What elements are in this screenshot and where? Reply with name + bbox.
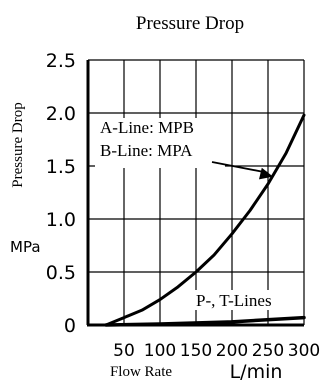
annotation-label: P-, T-Lines xyxy=(196,291,272,310)
grid xyxy=(88,59,305,325)
y-tick-label: 2.0 xyxy=(46,103,76,125)
annotation-arrow-line xyxy=(211,161,268,174)
x-tick-label: 150 xyxy=(180,341,212,361)
x-tick-label: 200 xyxy=(216,341,248,361)
x-tick-label: 50 xyxy=(113,341,135,361)
y-tick-label: 0.5 xyxy=(46,262,76,284)
annotations: A-Line: MPB B-Line: MPA P-, T-Lines xyxy=(95,118,300,310)
x-tick-label: 250 xyxy=(252,341,284,361)
x-tick-label: 100 xyxy=(144,341,176,361)
chart-title: Pressure Drop xyxy=(136,13,244,34)
annotation-label: B-Line: MPA xyxy=(100,141,193,160)
x-axis-label: Flow Rate xyxy=(110,364,172,380)
y-axis-label: Pressure Drop xyxy=(10,102,26,187)
y-tick-label: 1.0 xyxy=(46,209,76,231)
series-line-1 xyxy=(104,113,306,327)
x-axis-unit: L/min xyxy=(230,361,283,382)
y-tick-label: 2.5 xyxy=(46,50,76,72)
tick-labels: 50 100 150 200 250 300 0 0.5 1.0 1.5 2.0 2.5 xyxy=(46,50,320,361)
y-axis-unit: MPa xyxy=(10,238,41,256)
axes xyxy=(86,60,304,327)
annotation-background xyxy=(95,118,225,168)
y-tick-label: 1.5 xyxy=(46,156,76,178)
annotation-label: A-Line: MPB xyxy=(100,118,194,137)
y-tick-label: 0 xyxy=(64,315,76,337)
annotation-arrow-head xyxy=(259,167,274,180)
x-tick-label: 300 xyxy=(288,341,320,361)
annotation-background xyxy=(192,290,300,310)
